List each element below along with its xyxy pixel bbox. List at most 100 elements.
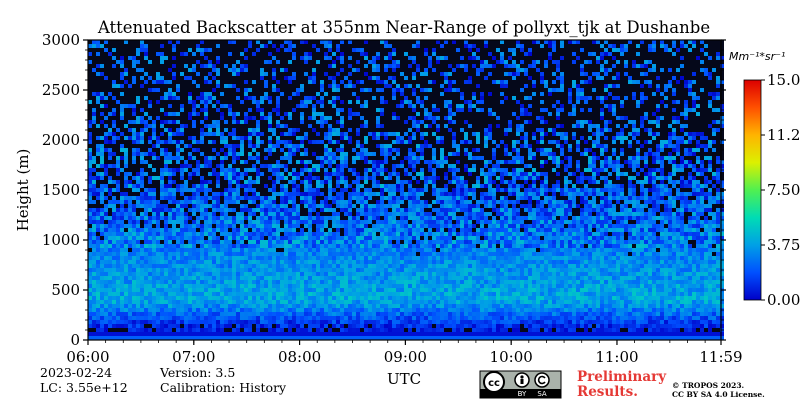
- heat-cell: [716, 80, 720, 84]
- heat-cell: [540, 144, 544, 148]
- heat-cell: [668, 100, 672, 104]
- heat-cell: [144, 44, 148, 48]
- heat-cell: [184, 52, 188, 56]
- heat-cell: [184, 156, 188, 160]
- heat-cell: [480, 96, 484, 100]
- heat-cell: [112, 144, 116, 148]
- heat-cell: [336, 144, 340, 148]
- heat-cell: [200, 116, 204, 120]
- heat-cell: [328, 128, 332, 132]
- heat-cell: [288, 128, 292, 132]
- heat-cell: [128, 40, 132, 44]
- heat-cell: [716, 112, 720, 116]
- heat-cell: [372, 40, 376, 44]
- heat-cell: [264, 84, 268, 88]
- heat-cell: [500, 152, 504, 156]
- heat-cell: [404, 80, 408, 84]
- heat-cell: [472, 84, 476, 88]
- heat-cell: [492, 128, 496, 132]
- heat-cell: [716, 152, 720, 156]
- heat-cell: [120, 84, 124, 88]
- heat-cell: [132, 40, 136, 44]
- heat-cell: [312, 72, 316, 76]
- heat-cell: [540, 40, 544, 44]
- heat-cell: [188, 40, 192, 44]
- heat-cell: [212, 152, 216, 156]
- heat-cell: [636, 76, 640, 80]
- heat-cell: [192, 112, 196, 116]
- heat-cell: [132, 108, 136, 112]
- heat-cell: [156, 128, 160, 132]
- heat-cell: [644, 120, 648, 124]
- heat-cell: [364, 72, 368, 76]
- heat-cell: [144, 132, 148, 136]
- heat-cell: [688, 84, 692, 88]
- heat-cell: [604, 152, 608, 156]
- heat-cell: [240, 44, 244, 48]
- heat-cell: [632, 156, 636, 160]
- heat-cell: [700, 92, 704, 96]
- heat-cell: [424, 68, 428, 72]
- heat-cell: [428, 64, 432, 68]
- heat-cell: [216, 88, 220, 92]
- heat-cell: [520, 68, 524, 72]
- heat-cell: [312, 96, 316, 100]
- heat-cell: [272, 52, 276, 56]
- heat-cell: [388, 92, 392, 96]
- heat-cell: [296, 136, 300, 140]
- heat-cell: [552, 52, 556, 56]
- heat-cell: [480, 52, 484, 56]
- heat-cell: [716, 132, 720, 136]
- heat-cell: [664, 40, 668, 44]
- heat-cell: [336, 140, 340, 144]
- heat-cell: [664, 116, 668, 120]
- heat-cell: [716, 100, 720, 104]
- heat-cell: [496, 48, 500, 52]
- heat-cell: [596, 156, 600, 160]
- heat-cell: [88, 64, 92, 68]
- heat-cell: [284, 128, 288, 132]
- heat-cell: [696, 140, 700, 144]
- heat-cell: [128, 60, 132, 64]
- heat-cell: [288, 144, 292, 148]
- heat-cell: [296, 52, 300, 56]
- heat-cell: [348, 104, 352, 108]
- heat-cell: [608, 128, 612, 132]
- heat-cell: [204, 44, 208, 48]
- heat-cell: [196, 64, 200, 68]
- heat-cell: [108, 136, 112, 140]
- heat-cell: [444, 68, 448, 72]
- heat-cell: [288, 112, 292, 116]
- heat-cell: [176, 96, 180, 100]
- heat-cell: [224, 76, 228, 80]
- heat-cell: [532, 112, 536, 116]
- heat-cell: [96, 136, 100, 140]
- heat-cell: [712, 64, 716, 68]
- heat-cell: [468, 76, 472, 80]
- heat-cell: [384, 80, 388, 84]
- heat-cell: [412, 156, 416, 160]
- heat-cell: [420, 48, 424, 52]
- heat-cell: [712, 92, 716, 96]
- heat-cell: [396, 140, 400, 144]
- heat-cell: [256, 128, 260, 132]
- heat-cell: [344, 100, 348, 104]
- heat-cell: [228, 72, 232, 76]
- heat-cell: [332, 52, 336, 56]
- heat-cell: [452, 72, 456, 76]
- heat-cell: [140, 52, 144, 56]
- heat-cell: [696, 68, 700, 72]
- heat-cell: [668, 104, 672, 108]
- heat-cell: [204, 160, 208, 164]
- heat-cell: [136, 44, 140, 48]
- heat-cell: [156, 152, 160, 156]
- heat-cell: [672, 44, 676, 48]
- heat-cell: [228, 164, 232, 168]
- heat-cell: [204, 152, 208, 156]
- heat-cell: [508, 96, 512, 100]
- heat-cell: [592, 160, 596, 164]
- heat-cell: [312, 64, 316, 68]
- heat-cell: [520, 76, 524, 80]
- heat-cell: [280, 80, 284, 84]
- heat-cell: [588, 92, 592, 96]
